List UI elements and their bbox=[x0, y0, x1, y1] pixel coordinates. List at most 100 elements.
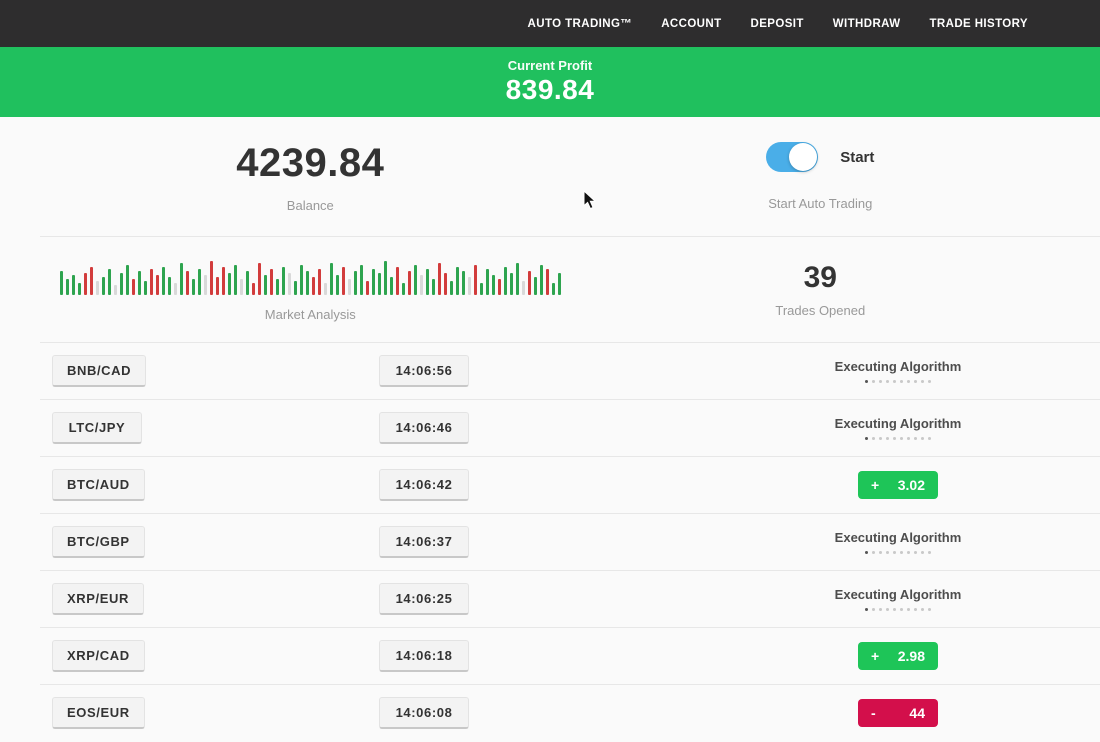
progress-dot bbox=[920, 379, 924, 383]
market-bar bbox=[503, 267, 507, 295]
pair-badge[interactable]: BTC/GBP bbox=[52, 525, 145, 558]
trade-status-cell: Executing Algorithm bbox=[798, 587, 998, 611]
market-bar bbox=[419, 275, 423, 295]
market-bar bbox=[281, 267, 285, 295]
market-bar bbox=[251, 283, 255, 295]
current-profit-value: 839.84 bbox=[505, 74, 595, 105]
nav-menu-item[interactable]: TRADE HISTORY bbox=[929, 17, 1028, 30]
progress-dot bbox=[920, 550, 924, 554]
market-bar bbox=[161, 267, 165, 295]
toggle-row: Start bbox=[766, 142, 874, 172]
progress-dot bbox=[885, 379, 889, 383]
trade-status-cell: Executing Algorithm bbox=[798, 359, 998, 383]
market-bar bbox=[257, 263, 261, 295]
market-bar bbox=[455, 267, 459, 295]
market-bar bbox=[95, 281, 99, 295]
market-bar bbox=[191, 279, 195, 295]
market-bar bbox=[539, 265, 543, 295]
status-executing: Executing Algorithm bbox=[834, 358, 962, 383]
market-bar bbox=[497, 279, 501, 295]
pair-badge[interactable]: EOS/EUR bbox=[52, 696, 145, 729]
toggle-knob bbox=[789, 143, 818, 171]
market-bar bbox=[83, 273, 87, 295]
progress-dot bbox=[871, 379, 875, 383]
balance-value: 4239.84 bbox=[236, 140, 385, 185]
market-bar bbox=[245, 271, 249, 295]
nav-menu-item[interactable]: AUTO TRADING™ bbox=[527, 17, 633, 30]
stats-row-balance: 4239.84 Balance Start Start Auto Trading bbox=[0, 117, 1100, 236]
pair-badge[interactable]: XRP/CAD bbox=[52, 639, 145, 672]
progress-dot bbox=[927, 379, 931, 383]
market-bar bbox=[485, 269, 489, 295]
market-bar bbox=[473, 265, 477, 295]
pair-badge[interactable]: LTC/JPY bbox=[52, 411, 142, 444]
time-badge[interactable]: 14:06:08 bbox=[379, 696, 469, 729]
pair-badge[interactable]: BNB/CAD bbox=[52, 354, 147, 387]
market-bar bbox=[125, 265, 129, 295]
progress-dot bbox=[864, 436, 868, 440]
progress-dot bbox=[892, 379, 896, 383]
pair-badge[interactable]: BTC/AUD bbox=[52, 468, 145, 501]
market-bar bbox=[263, 275, 267, 295]
toggle-label: Start bbox=[840, 148, 875, 166]
progress-dot bbox=[906, 436, 910, 440]
market-bar bbox=[389, 277, 393, 295]
time-badge[interactable]: 14:06:18 bbox=[379, 639, 469, 672]
progress-dot bbox=[864, 379, 868, 383]
time-badge[interactable]: 14:06:46 bbox=[379, 411, 469, 444]
status-executing: Executing Algorithm bbox=[834, 415, 962, 440]
stats-row-market: Market Analysis 39 Trades Opened bbox=[0, 237, 1100, 342]
progress-dot bbox=[927, 550, 931, 554]
nav-menu-item[interactable]: DEPOSIT bbox=[750, 17, 804, 30]
progress-dot bbox=[871, 550, 875, 554]
progress-dots bbox=[864, 436, 931, 440]
market-bar bbox=[137, 271, 141, 295]
market-bar bbox=[371, 269, 375, 295]
market-bar bbox=[365, 281, 369, 295]
market-bar bbox=[299, 265, 303, 295]
market-bar bbox=[509, 273, 513, 295]
time-badge[interactable]: 14:06:42 bbox=[379, 468, 469, 501]
progress-dot bbox=[927, 607, 931, 611]
time-badge[interactable]: 14:06:37 bbox=[379, 525, 469, 558]
market-bar bbox=[467, 277, 471, 295]
market-bar bbox=[59, 271, 63, 295]
market-bar bbox=[407, 271, 411, 295]
status-label: Executing Algorithm bbox=[834, 415, 962, 431]
market-bar bbox=[359, 265, 363, 295]
progress-dots bbox=[864, 379, 931, 383]
market-bar bbox=[203, 275, 207, 295]
balance-section: 4239.84 Balance bbox=[40, 117, 581, 236]
trade-status-cell: - 44 bbox=[798, 698, 998, 727]
market-bar bbox=[65, 279, 69, 295]
progress-dot bbox=[906, 607, 910, 611]
trades-opened-value: 39 bbox=[803, 261, 837, 294]
status-label: Executing Algorithm bbox=[834, 358, 962, 374]
market-bar bbox=[209, 261, 213, 295]
market-bar bbox=[143, 281, 147, 295]
market-bar bbox=[383, 261, 387, 295]
market-bar bbox=[431, 279, 435, 295]
progress-dot bbox=[864, 607, 868, 611]
time-badge[interactable]: 14:06:56 bbox=[379, 354, 469, 387]
market-bar bbox=[101, 277, 105, 295]
trades-opened-label: Trades Opened bbox=[775, 303, 866, 318]
market-bar bbox=[545, 269, 549, 295]
progress-dot bbox=[885, 607, 889, 611]
market-bar bbox=[461, 271, 465, 295]
trade-row: XRP/CAD 14:06:18 + 2.98 bbox=[0, 627, 1100, 684]
market-analysis-section: Market Analysis bbox=[40, 237, 581, 342]
market-bar bbox=[323, 283, 327, 295]
trade-status-cell: + 3.02 bbox=[798, 470, 998, 499]
market-bar bbox=[227, 273, 231, 295]
time-badge[interactable]: 14:06:25 bbox=[379, 582, 469, 615]
progress-dot bbox=[899, 550, 903, 554]
nav-menu-item[interactable]: ACCOUNT bbox=[661, 17, 722, 30]
nav-menu-item[interactable]: WITHDRAW bbox=[832, 17, 901, 30]
auto-trading-toggle[interactable] bbox=[766, 142, 819, 172]
market-bar bbox=[233, 265, 237, 295]
market-bar bbox=[197, 269, 201, 295]
market-bar bbox=[479, 283, 483, 295]
pair-badge[interactable]: XRP/EUR bbox=[52, 582, 144, 615]
market-bar bbox=[269, 269, 273, 295]
